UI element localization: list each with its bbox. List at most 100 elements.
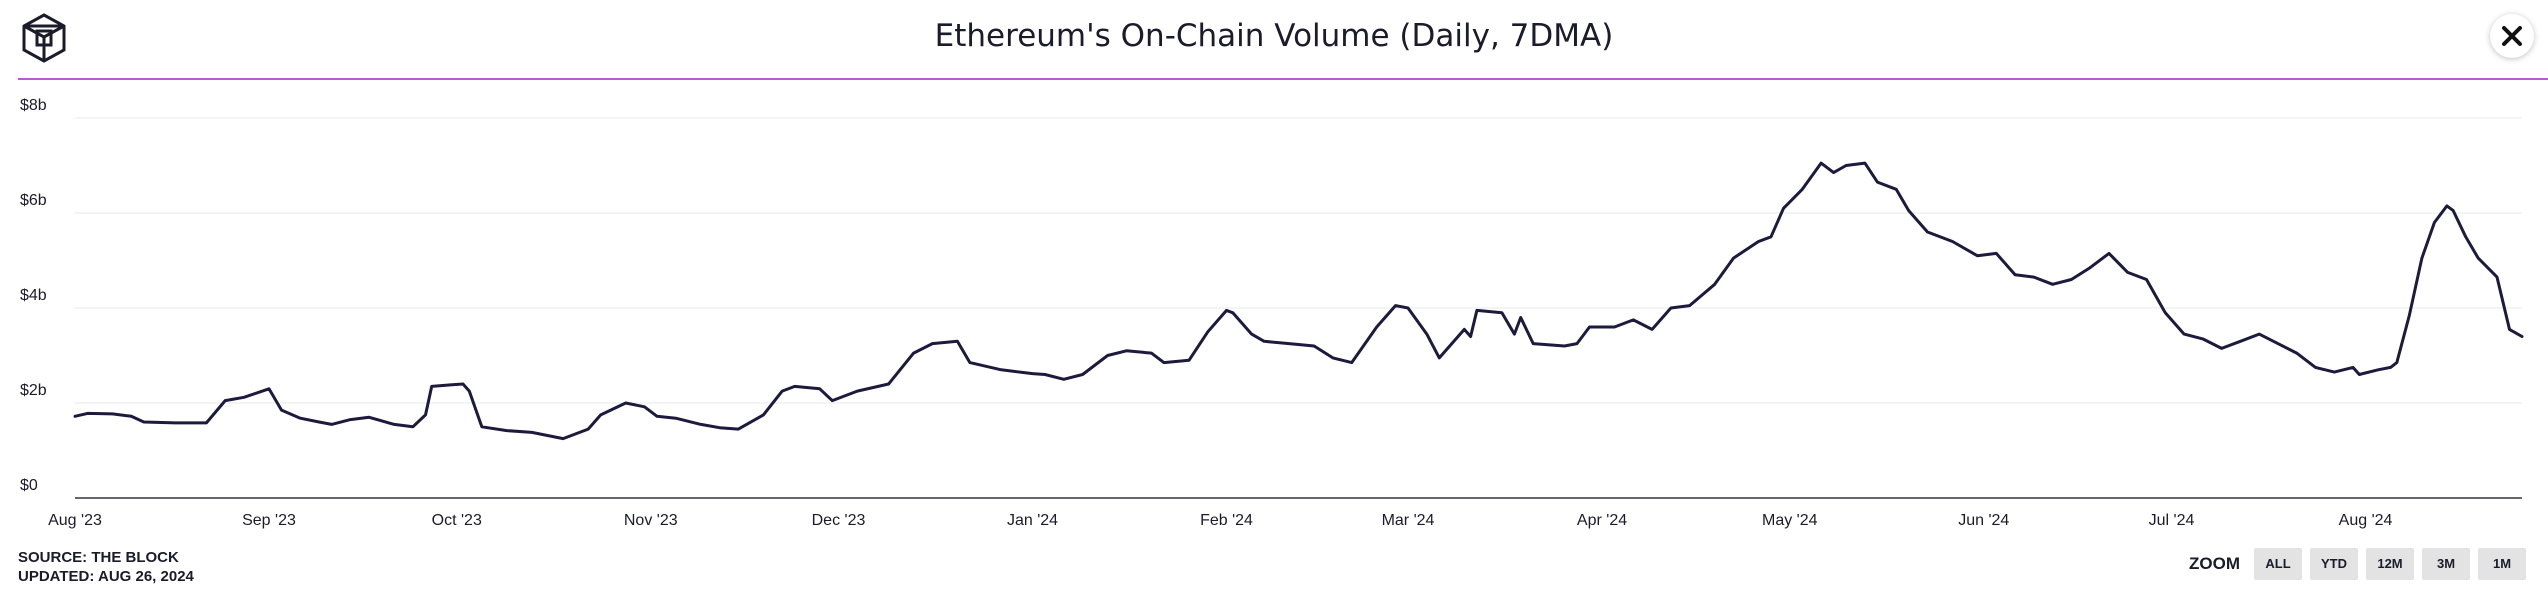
data-point: [143, 421, 145, 423]
y-tick-label: $4b: [20, 287, 47, 304]
data-point: [412, 426, 414, 428]
zoom-12m-button[interactable]: 12M: [2366, 548, 2414, 580]
data-point: [781, 390, 783, 392]
source-label: SOURCE: THE BLOCK: [18, 549, 179, 566]
data-point: [587, 428, 589, 430]
data-point: [818, 388, 821, 390]
data-point: [2145, 278, 2148, 281]
data-point: [1926, 231, 1929, 233]
data-point: [2239, 340, 2242, 343]
data-point: [1845, 164, 1847, 167]
zoom-ytd-button[interactable]: YTD: [2310, 548, 2358, 580]
data-point: [1313, 345, 1315, 347]
x-tick-label: Aug '24: [2339, 512, 2393, 529]
x-tick-label: Feb '24: [1200, 512, 1253, 529]
line-chart: $0 $2b $4b $6b $8b Aug '23 Sep '23 Oct '23 Nov '…: [20, 97, 2524, 529]
zoom-1m-button[interactable]: 1M: [2478, 548, 2526, 580]
data-point: [2295, 352, 2298, 354]
data-point: [931, 342, 934, 345]
data-point: [1770, 236, 1772, 238]
zoom-3m-button[interactable]: 3M: [2422, 548, 2470, 580]
chart-title: Ethereum's On-Chain Volume (Daily, 7DMA): [934, 18, 1614, 54]
data-point: [1995, 252, 1998, 255]
data-point: [268, 388, 270, 390]
data-point: [205, 422, 208, 424]
data-point: [393, 423, 396, 426]
zoom-all-button[interactable]: ALL: [2254, 548, 2302, 580]
data-point: [2433, 221, 2436, 224]
data-point: [2508, 328, 2511, 331]
x-tick-label: Mar '24: [1382, 512, 1435, 529]
data-point: [2446, 205, 2448, 207]
data-point: [1332, 357, 1334, 359]
data-point: [1532, 342, 1534, 345]
data-point: [562, 437, 564, 440]
data-point: [1782, 207, 1785, 210]
y-tick-label: $6b: [20, 192, 47, 209]
data-point: [856, 390, 859, 392]
data-point: [737, 428, 740, 430]
data-point: [349, 418, 352, 421]
data-point: [643, 406, 646, 408]
data-point: [2014, 274, 2016, 276]
data-point: [2333, 371, 2336, 373]
data-point: [1469, 335, 1472, 338]
data-point: [1670, 307, 1672, 309]
data-point: [1263, 340, 1265, 343]
data-point: [1576, 342, 1578, 345]
data-point: [299, 417, 302, 420]
data-point: [675, 417, 677, 420]
data-point: [506, 429, 508, 432]
data-point: [762, 414, 765, 416]
data-point: [368, 416, 370, 419]
x-tick-label: Dec '23: [812, 512, 866, 529]
data-point: [2033, 276, 2035, 278]
data-point: [969, 361, 971, 364]
x-tick-label: May '24: [1762, 512, 1818, 529]
the-block-logo-icon[interactable]: [18, 12, 70, 64]
data-point: [2258, 333, 2260, 335]
data-point: [1513, 333, 1516, 335]
data-point: [481, 426, 483, 428]
data-point: [1288, 342, 1290, 345]
data-point: [1350, 361, 1353, 364]
data-point: [1426, 333, 1428, 335]
data-point: [224, 399, 226, 402]
close-button[interactable]: [2490, 14, 2534, 58]
data-point: [2051, 283, 2054, 286]
data-point: [1163, 361, 1165, 364]
data-point: [1907, 209, 1910, 212]
data-point: [1063, 378, 1065, 381]
data-point: [2477, 257, 2479, 259]
data-point: [2421, 257, 2423, 259]
data-point: [1651, 328, 1653, 331]
header-divider: [18, 78, 2548, 80]
data-point: [1951, 240, 1954, 243]
data-point: [912, 352, 915, 354]
data-point: [2408, 314, 2411, 316]
data-point: [1000, 369, 1002, 371]
data-point: [1895, 188, 1897, 191]
data-point: [2070, 278, 2073, 281]
data-point: [718, 426, 721, 429]
data-point: [1250, 333, 1253, 335]
data-point: [1463, 328, 1466, 331]
data-point: [1563, 345, 1566, 347]
updated-label: UPDATED: AUG 26, 2024: [18, 568, 194, 585]
data-point: [1081, 373, 1084, 376]
data-point: [1044, 373, 1046, 376]
data-point: [2202, 338, 2204, 340]
data-point: [1688, 304, 1691, 307]
data-point: [624, 402, 627, 404]
data-point: [1501, 312, 1503, 314]
zoom-label: ZOOM: [2189, 554, 2240, 573]
data-point: [1820, 162, 1822, 164]
data-point: [1613, 326, 1616, 328]
data-point: [1031, 372, 1034, 375]
data-point: [656, 415, 658, 418]
x-tick-label: Jul '24: [2149, 512, 2195, 529]
data-point: [2183, 333, 2185, 335]
data-point: [2126, 271, 2129, 274]
data-point: [831, 399, 834, 402]
data-point: [793, 385, 796, 388]
